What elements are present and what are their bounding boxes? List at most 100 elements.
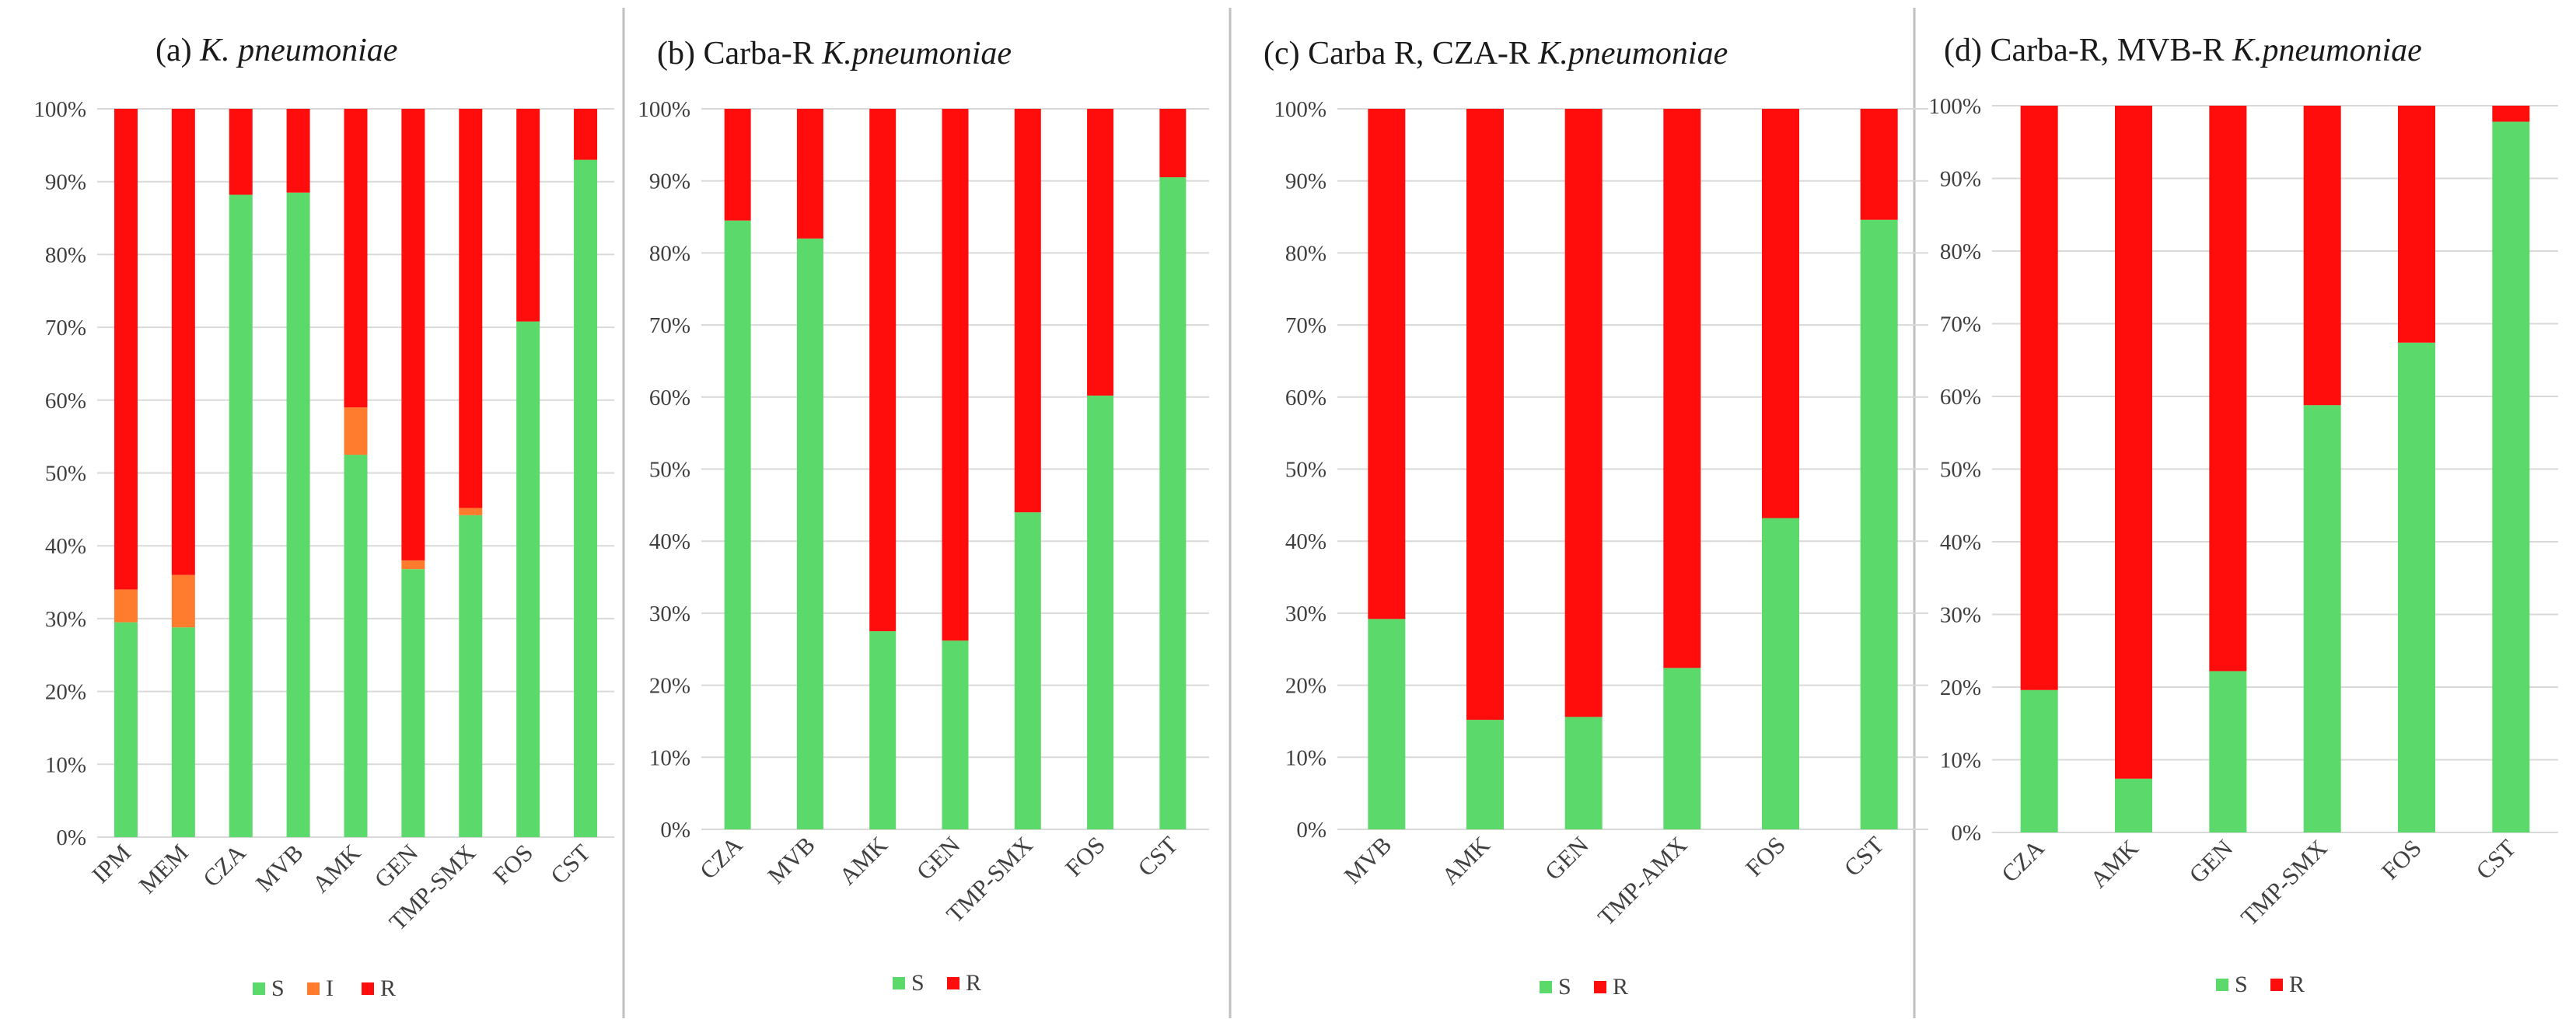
ytick-label: 40% [1285, 529, 1326, 554]
category-label: AMK [834, 831, 893, 890]
ytick-label: 80% [1940, 239, 1981, 264]
legend-swatch-R [362, 982, 374, 995]
panel-label: (b) [657, 36, 703, 72]
bar-R-GEN [1564, 109, 1603, 717]
ytick-label: 30% [1285, 602, 1326, 626]
legend-label-I: I [326, 975, 334, 1001]
ytick-label: 30% [1940, 603, 1981, 628]
bar-S-AMK [1466, 720, 1504, 829]
category-label: CZA [1996, 834, 2050, 888]
ytick-label: 30% [45, 607, 86, 632]
legend-label-S: S [271, 975, 285, 1001]
ytick-label: 50% [45, 462, 86, 487]
bar-R-MVB [1368, 109, 1406, 619]
bar-R-IPM [114, 109, 138, 590]
bar-S-GEN [1564, 717, 1603, 829]
category-label: GEN [1540, 831, 1594, 885]
bar-S-GEN [2209, 671, 2247, 832]
bar-R-AMK [869, 109, 897, 632]
category-label: TMP-AMX [1592, 831, 1692, 930]
ytick-label: 70% [649, 313, 690, 338]
ytick-label: 10% [649, 745, 690, 770]
ytick-label: 50% [1285, 458, 1326, 483]
chart-title: (a) K. pneumoniae [156, 33, 397, 68]
bar-R-FOS [1762, 109, 1799, 518]
ytick-label: 20% [45, 680, 86, 705]
bar-S-CST [1159, 177, 1187, 829]
ytick-label: 20% [1940, 675, 1981, 700]
bar-I-MEM [171, 574, 195, 628]
category-label: MVB [250, 839, 309, 897]
legend-label-S: S [911, 970, 924, 996]
chart-panel-2: (c) Carba R, CZA-R K.pneumoniae 0% 10% 20% 3… [1264, 36, 1928, 1000]
ytick-label: 90% [1285, 169, 1326, 194]
bar-R-MVB [796, 109, 823, 239]
bar-R-CST [1860, 109, 1898, 220]
ytick-label: 20% [649, 674, 690, 699]
bar-S-MVB [1368, 619, 1406, 829]
category-label: CZA [197, 839, 251, 892]
legend-swatch-R [2270, 979, 2283, 991]
bar-S-TMP-SMX [1014, 512, 1041, 829]
ytick-label: 90% [649, 169, 690, 194]
title-species: K.pneumoniae [1537, 36, 1728, 72]
bar-R-CZA [229, 109, 253, 195]
legend-label-R: R [380, 975, 396, 1001]
legend-swatch-R [947, 977, 959, 989]
legend-swatch-S [1540, 981, 1552, 993]
bar-R-FOS [516, 109, 540, 322]
ytick-label: 0% [1296, 818, 1326, 843]
category-label: AMK [2085, 834, 2144, 893]
bar-R-AMK [2115, 106, 2152, 779]
ytick-label: 70% [1940, 312, 1981, 337]
bar-S-FOS [1762, 518, 1799, 829]
ytick-label: 70% [1285, 313, 1326, 338]
bar-S-AMK [869, 631, 897, 829]
bar-S-CST [574, 159, 598, 838]
legend-label-S: S [2235, 972, 2248, 997]
chart-panel-0: (a) K. pneumoniae 0% 10% 20% 30% 40% 50% 60% 70%… [33, 33, 614, 1001]
bar-S-CST [2492, 121, 2530, 832]
category-label: CST [545, 839, 596, 889]
bar-S-FOS [516, 321, 540, 837]
ytick-label: 60% [1940, 385, 1981, 410]
bar-R-GEN [942, 109, 969, 641]
bar-R-CST [2492, 106, 2530, 122]
bar-S-GEN [942, 640, 969, 829]
ytick-label: 50% [649, 458, 690, 483]
bar-R-TMP-SMX [2303, 106, 2341, 406]
ytick-label: 80% [1285, 241, 1326, 266]
bar-S-AMK [344, 455, 368, 837]
bar-S-CST [1860, 219, 1898, 829]
category-label: MVB [762, 831, 820, 889]
chart-panel-3: (d) Carba-R, MVB-R K.pneumoniae 0% 10% 20% 3… [1928, 33, 2558, 997]
ytick-label: 10% [45, 752, 86, 777]
ytick-label: 40% [649, 529, 690, 554]
title-text: Carba-R [703, 36, 822, 72]
ytick-label: 80% [649, 241, 690, 266]
bar-S-MVB [286, 192, 310, 837]
category-label: GEN [911, 831, 966, 885]
category-label: AMK [1436, 831, 1495, 890]
title-species: K. pneumoniae [199, 33, 397, 68]
title-text: Carba R, CZA-R [1308, 36, 1538, 72]
category-label: CST [1839, 831, 1889, 881]
bar-S-TMP-AMX [1663, 668, 1701, 829]
ytick-label: 100% [33, 97, 86, 122]
ytick-label: 10% [1285, 745, 1326, 770]
category-label: FOS [1740, 831, 1791, 881]
legend-swatch-R [1594, 981, 1606, 993]
bar-I-AMK [344, 407, 368, 455]
legend-swatch-S [893, 977, 905, 989]
bar-R-CZA [2020, 106, 2058, 690]
bar-S-MVB [796, 238, 823, 829]
bar-S-CZA [724, 220, 751, 829]
ytick-label: 60% [649, 386, 690, 410]
category-label: MVB [1339, 831, 1397, 889]
category-label: AMK [307, 839, 366, 898]
ytick-label: 20% [1285, 674, 1326, 699]
bar-I-IPM [114, 589, 138, 623]
bar-I-GEN [401, 560, 425, 570]
bar-R-CZA [724, 109, 751, 221]
ytick-label: 0% [660, 818, 690, 843]
